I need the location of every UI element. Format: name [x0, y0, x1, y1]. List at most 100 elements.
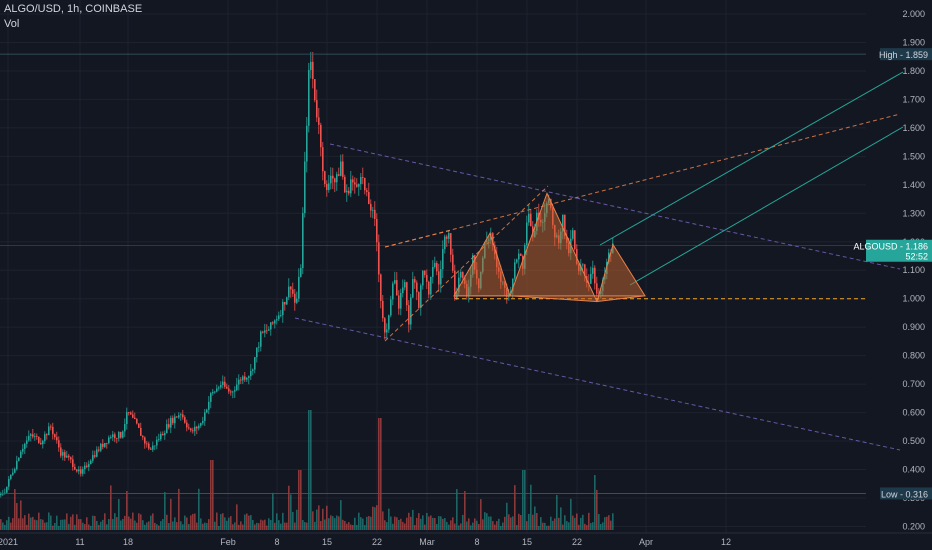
- high-badge[interactable]: [880, 48, 932, 61]
- volume-bar: [106, 524, 108, 530]
- volume-bar: [182, 524, 184, 530]
- y-axis-tick-label: 1.500: [902, 151, 925, 161]
- candle-body: [194, 426, 196, 432]
- volume-indicator-label[interactable]: Vol: [4, 18, 20, 30]
- candle-body: [530, 213, 532, 227]
- candle-body: [298, 276, 300, 299]
- candle-body: [198, 425, 200, 429]
- candle-body: [64, 452, 66, 458]
- candle-body: [196, 426, 198, 429]
- current-price-badge[interactable]: [866, 239, 932, 262]
- volume-bar: [82, 522, 84, 530]
- x-axis-tick-label: 22: [572, 537, 582, 547]
- candle-body: [240, 379, 242, 381]
- candle-body: [152, 445, 154, 450]
- x-axis-tick-label: 2021: [0, 537, 18, 547]
- candle-body: [326, 183, 328, 190]
- candle-body: [120, 432, 122, 438]
- candle-body: [36, 436, 38, 438]
- candle-body: [180, 414, 182, 416]
- candle-body: [146, 443, 148, 445]
- volume-bar: [470, 525, 472, 530]
- volume-bar: [134, 520, 136, 530]
- candle-body: [258, 346, 260, 348]
- volume-bar: [606, 516, 608, 530]
- candle-body: [356, 184, 358, 187]
- low-badge[interactable]: [880, 487, 932, 500]
- volume-bar: [450, 520, 452, 530]
- current-price-badge-text: ALGOUSD - 1.186: [853, 242, 928, 252]
- y-axis-tick-label: 0.400: [902, 465, 925, 475]
- x-axis-tick-label: 18: [123, 537, 133, 547]
- candle-body: [236, 384, 238, 391]
- volume-bar: [516, 525, 518, 530]
- candle-body: [590, 273, 592, 284]
- candle-body: [350, 179, 352, 194]
- volume-bar: [176, 522, 178, 530]
- candle-body: [284, 301, 286, 305]
- volume-bar: [482, 519, 484, 530]
- candle-body: [256, 347, 258, 358]
- candle-body: [42, 440, 44, 445]
- volume-bar: [550, 516, 552, 530]
- volume-bar: [526, 521, 528, 530]
- volume-bar: [480, 499, 482, 530]
- volume-bar: [444, 518, 446, 530]
- candle-body: [60, 447, 62, 456]
- candle-body: [92, 455, 94, 461]
- candle-body: [394, 280, 396, 284]
- volume-bar: [124, 515, 126, 530]
- volume-bar: [350, 524, 352, 530]
- candle-body: [452, 254, 454, 271]
- candle-body: [562, 214, 564, 232]
- candle-body: [20, 451, 22, 458]
- candle-body: [62, 452, 64, 456]
- volume-bar: [184, 515, 186, 530]
- pattern-triangle: [509, 192, 598, 303]
- candle-body: [222, 381, 224, 386]
- volume-bar: [248, 515, 250, 530]
- candle-body: [174, 416, 176, 424]
- candle-body: [2, 493, 4, 495]
- candle-body: [52, 426, 54, 435]
- candle-body: [216, 388, 218, 392]
- volume-bar: [286, 522, 288, 530]
- volume-bar: [520, 514, 522, 530]
- candle-body: [250, 370, 252, 377]
- volume-bar: [312, 511, 314, 530]
- candle-body: [344, 176, 346, 193]
- x-axis-tick-label: 8: [474, 537, 479, 547]
- candle-body: [276, 319, 278, 321]
- candle-body: [46, 434, 48, 436]
- volume-bar: [206, 522, 208, 530]
- candle-body: [108, 437, 110, 444]
- candle-body: [212, 392, 214, 394]
- candle-body: [364, 177, 366, 191]
- volume-bar: [560, 507, 562, 530]
- candle-body: [202, 420, 204, 424]
- current-price-badge-text: 52:52: [905, 252, 928, 262]
- volume-bar: [486, 513, 488, 530]
- candle-body: [16, 460, 18, 470]
- volume-bar: [562, 524, 564, 530]
- candle-body: [220, 385, 222, 388]
- x-axis-tick-label: 11: [75, 537, 84, 547]
- x-axis-tick-label: Feb: [220, 537, 236, 547]
- candle-body: [104, 442, 106, 447]
- volume-bar: [556, 495, 558, 530]
- candle-body: [226, 386, 228, 389]
- volume-bar: [260, 519, 262, 530]
- candle-body: [116, 438, 118, 439]
- candle-body: [156, 439, 158, 446]
- volume-bar: [2, 522, 4, 530]
- candle-body: [274, 320, 276, 324]
- volume-bar: [266, 525, 268, 530]
- volume-bar: [584, 523, 586, 530]
- y-axis-tick-label: 0.600: [902, 408, 925, 418]
- volume-bar: [236, 504, 238, 530]
- candle-body: [446, 236, 448, 239]
- volume-bar: [382, 511, 384, 530]
- symbol-title[interactable]: ALGO/USD, 1h, COINBASE: [4, 3, 143, 15]
- channel-lower-line: [294, 317, 901, 451]
